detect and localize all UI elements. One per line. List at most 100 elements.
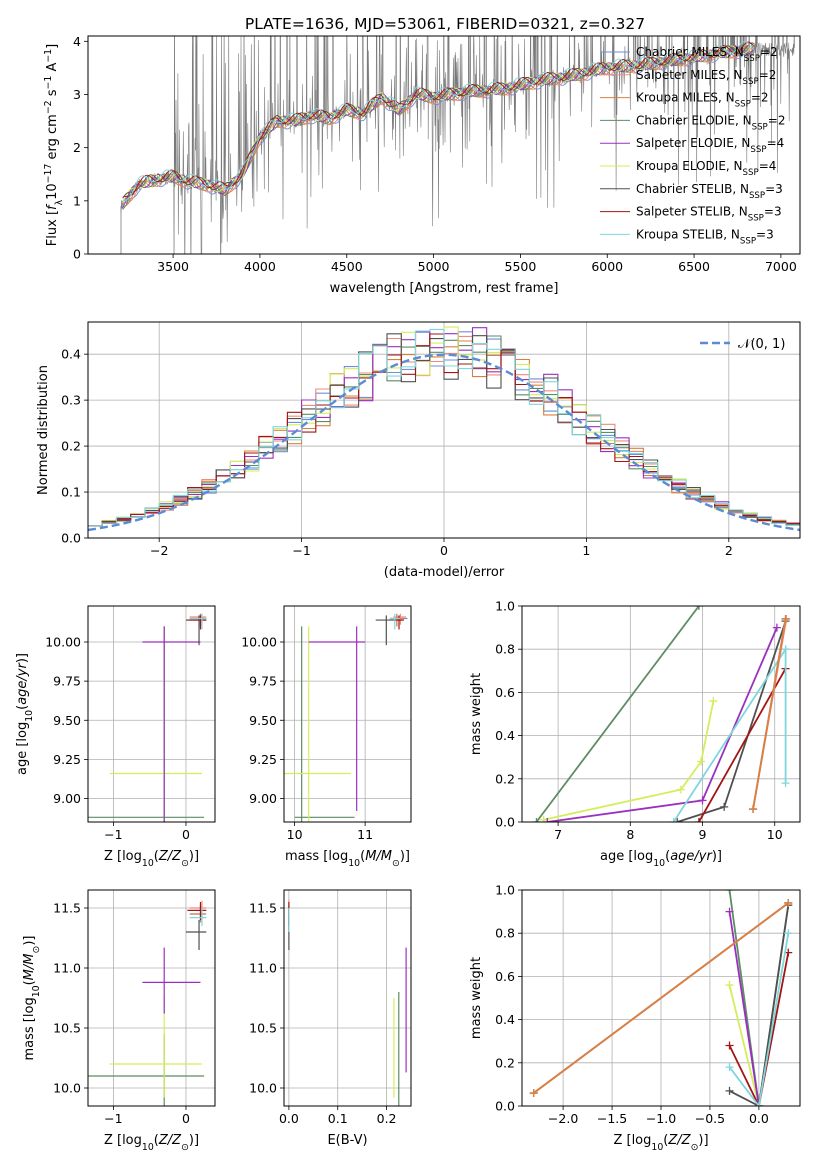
mass-vs-Z-ytick-label: 10.0	[53, 1081, 81, 1096]
residuals-ylabel: Normed distribution	[36, 365, 51, 495]
weight-vs-age-point-marker	[698, 796, 707, 805]
spectrum-legend-label: Salpeter STELIB, NSSP=3	[636, 205, 782, 224]
weight-vs-age-ytick-label: 1.0	[495, 599, 515, 614]
weight-vs-Z-ylabel: mass weight	[469, 957, 484, 1039]
residuals-xtick-label: 0	[440, 543, 448, 558]
weight-vs-age-point-marker	[532, 818, 541, 822]
weight-vs-age-point-marker	[709, 697, 718, 706]
age-vs-mass-ytick-label: 9.00	[249, 791, 277, 806]
age-vs-mass-xlabel: mass [log10(M/M⊙)]	[285, 849, 410, 869]
residuals-xtick-label: 1	[582, 543, 590, 558]
weight-vs-age-point-marker	[720, 802, 729, 811]
age-vs-Z-ytick-label: 9.75	[53, 674, 81, 689]
weight-vs-age-series-line	[752, 618, 787, 810]
weight-vs-Z-series-line	[728, 984, 760, 1106]
age-vs-Z-ytick-label: 10.00	[45, 635, 81, 650]
weight-vs-Z-frame	[521, 889, 801, 1107]
residuals-xtick-label: −2	[150, 543, 168, 558]
weight-vs-age-ytick-label: 0.2	[495, 771, 515, 786]
residuals-xlabel: (data-model)/error	[384, 565, 505, 580]
weight-vs-Z-xtick-label: 0.0	[749, 1111, 769, 1126]
spectrum-legend-label: Kroupa STELIB, NSSP=3	[636, 227, 774, 246]
mass-vs-Z-xtick-label: −1	[104, 1111, 122, 1126]
residuals-ytick-label: 0.2	[61, 439, 81, 454]
weight-vs-age-point-marker	[781, 779, 790, 788]
weight-vs-age-point-marker	[676, 785, 685, 794]
age-vs-mass-ytick-label: 9.75	[249, 674, 277, 689]
weight-vs-age-xtick-label: 9	[699, 827, 707, 842]
residuals-ytick-label: 0.3	[61, 393, 81, 408]
weight-vs-Z-series-line	[728, 952, 790, 1106]
weight-vs-age-panel: 7 8 9 10 0.0 0.2 0.4 0.6 0.8 1.0 age [log10(age/yr…	[469, 599, 801, 869]
weight-vs-age-point-marker	[781, 645, 790, 654]
spectrum-legend-label: Chabrier ELODIE, NSSP=2	[636, 113, 785, 132]
weight-vs-Z-ytick-label: 0.2	[495, 1055, 515, 1070]
weight-vs-age-point-marker	[694, 818, 703, 822]
spectrum-plot-area	[120, 36, 795, 254]
mass-vs-ebv-ytick-label: 10.5	[249, 1021, 277, 1036]
age-vs-Z-ytick-label: 9.25	[53, 752, 81, 767]
residuals-ytick-label: 0.1	[61, 485, 81, 500]
mass-vs-ebv-ytick-label: 11.5	[249, 901, 277, 916]
weight-vs-age-xtick-label: 7	[554, 827, 562, 842]
spectrum-ytick-label: 4	[73, 34, 81, 49]
weight-vs-Z-point-marker	[529, 1089, 538, 1098]
spectrum-ytick-label: 1	[73, 193, 81, 208]
spectrum-ytick-label: 2	[73, 140, 81, 155]
weight-vs-Z-plot-area	[522, 890, 800, 1106]
spectrum-xlabel: wavelength [Angstrom, rest frame]	[330, 281, 559, 296]
weight-vs-age-point-marker	[539, 815, 548, 822]
mass-vs-Z-ytick-label: 11.0	[53, 961, 81, 976]
mass-vs-Z-frame	[87, 889, 216, 1107]
residuals-panel: −2 −1 0 1 2 0.0 0.1 0.2 0.3 0.4 (data-model)/error…	[36, 321, 801, 580]
age-vs-Z-ylabel: age [log10(age/yr)]	[15, 653, 35, 775]
weight-vs-Z-ytick-label: 1.0	[495, 883, 515, 898]
spectrum-xtick-label: 5500	[505, 259, 537, 274]
residuals-xtick-label: 2	[725, 543, 733, 558]
weight-vs-Z-xtick-label: −1.5	[597, 1111, 627, 1126]
spectrum-xtick-label: 5000	[418, 259, 450, 274]
weight-vs-age-point-marker	[781, 614, 790, 623]
age-vs-Z-panel: −1 0 9.00 9.25 9.50 9.75 10.00 Z [log10(Z/Z⊙)] a…	[15, 605, 216, 869]
mass-vs-Z-ytick-label: 11.5	[53, 901, 81, 916]
weight-vs-age-point-marker	[543, 818, 552, 822]
weight-vs-age-point-marker	[669, 818, 678, 822]
weight-vs-age-ylabel: mass weight	[469, 673, 484, 755]
age-vs-Z-plot-area	[88, 606, 215, 822]
weight-vs-Z-point-marker	[784, 898, 793, 907]
mass-vs-Z-ylabel: mass [log10(M/M⊙)]	[22, 936, 42, 1061]
mass-vs-ebv-frame	[283, 889, 412, 1107]
normal-curve	[88, 353, 800, 532]
weight-vs-age-point-marker	[749, 805, 758, 814]
spectrum-model-line	[122, 47, 755, 203]
spectrum-model-line	[122, 41, 755, 201]
age-vs-mass-ytick-label: 10.00	[241, 635, 277, 650]
age-vs-Z-xtick-label: 0	[182, 827, 190, 842]
weight-vs-Z-point-marker	[725, 1086, 734, 1095]
weight-vs-age-xtick-label: 10	[767, 827, 783, 842]
mass-vs-Z-plot-area	[88, 890, 215, 1106]
mass-vs-Z-xtick-label: 0	[182, 1111, 190, 1126]
weight-vs-Z-point-marker	[725, 1041, 734, 1050]
spectrum-ytick-label: 0	[73, 247, 81, 262]
residuals-ytick-label: 0.0	[61, 531, 81, 546]
weight-vs-age-ytick-label: 0.0	[495, 815, 515, 830]
mass-vs-ebv-xtick-label: 0.1	[328, 1111, 348, 1126]
figure-title: PLATE=1636, MJD=53061, FIBERID=0321, z=0…	[245, 15, 645, 33]
spectrum-xtick-label: 7000	[765, 259, 797, 274]
mass-vs-ebv-xtick-label: 0.2	[377, 1111, 397, 1126]
mass-vs-ebv-xtick-label: 0.0	[279, 1111, 299, 1126]
mass-vs-ebv-xlabel: E(B-V)	[327, 1133, 367, 1148]
weight-vs-Z-panel: −2.0 −1.5 −1.0 −0.5 0.0 0.0 0.2 0.4 0.6 0.8 1.0 Z […	[469, 883, 801, 1153]
weight-vs-Z-series-line	[533, 902, 789, 1094]
weight-vs-Z-point-marker	[725, 890, 734, 894]
weight-vs-Z-point-marker	[754, 1102, 763, 1106]
age-vs-mass-xtick-label: 11	[357, 827, 373, 842]
weight-vs-Z-point-marker	[725, 907, 734, 916]
residuals-plot-area	[88, 322, 800, 538]
mass-vs-ebv-ytick-label: 10.0	[249, 1081, 277, 1096]
residuals-xtick-label: −1	[292, 543, 310, 558]
weight-vs-Z-xtick-label: −2.0	[548, 1111, 578, 1126]
spectrum-xtick-label: 4500	[331, 259, 363, 274]
mass-vs-ebv-panel: 0.0 0.1 0.2 10.0 10.5 11.0 11.5 E(B-V)	[249, 889, 412, 1148]
